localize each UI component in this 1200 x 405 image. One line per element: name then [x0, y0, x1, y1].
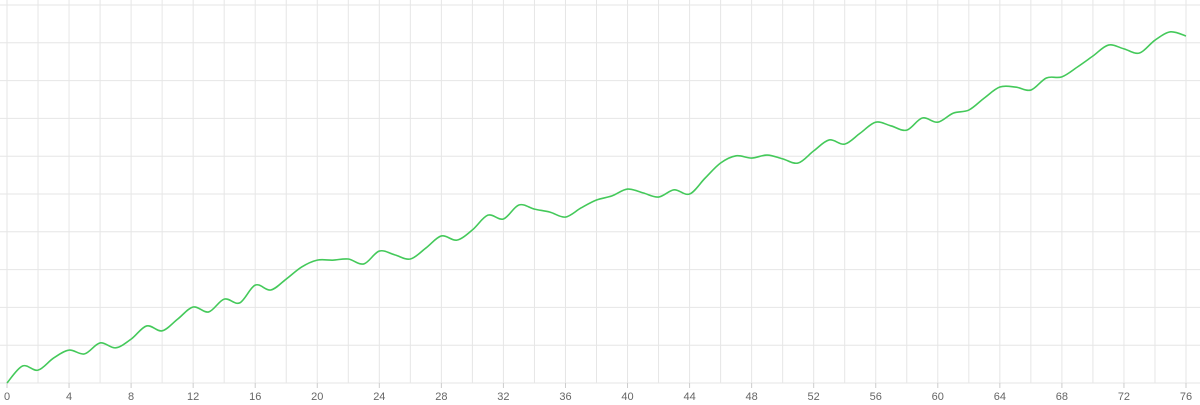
x-tick-label: 40: [621, 391, 633, 403]
x-tick-label: 0: [4, 391, 10, 403]
x-tick-label: 28: [435, 391, 447, 403]
x-tick-label: 44: [683, 391, 695, 403]
x-tick-label: 56: [870, 391, 882, 403]
x-tick-label: 60: [932, 391, 944, 403]
x-tick-label: 24: [373, 391, 385, 403]
x-tick-label: 48: [746, 391, 758, 403]
x-tick-label: 4: [66, 391, 72, 403]
x-tick-label: 20: [311, 391, 323, 403]
x-tick-label: 32: [497, 391, 509, 403]
x-tick-label: 36: [559, 391, 571, 403]
x-tick-label: 52: [808, 391, 820, 403]
x-tick-label: 72: [1118, 391, 1130, 403]
x-tick-label: 64: [994, 391, 1006, 403]
x-tick-label: 16: [249, 391, 261, 403]
x-tick-label: 68: [1056, 391, 1068, 403]
x-tick-label: 12: [187, 391, 199, 403]
x-tick-label: 8: [128, 391, 134, 403]
data-line: [6, 30, 1187, 384]
x-tick-label: 76: [1180, 391, 1192, 403]
